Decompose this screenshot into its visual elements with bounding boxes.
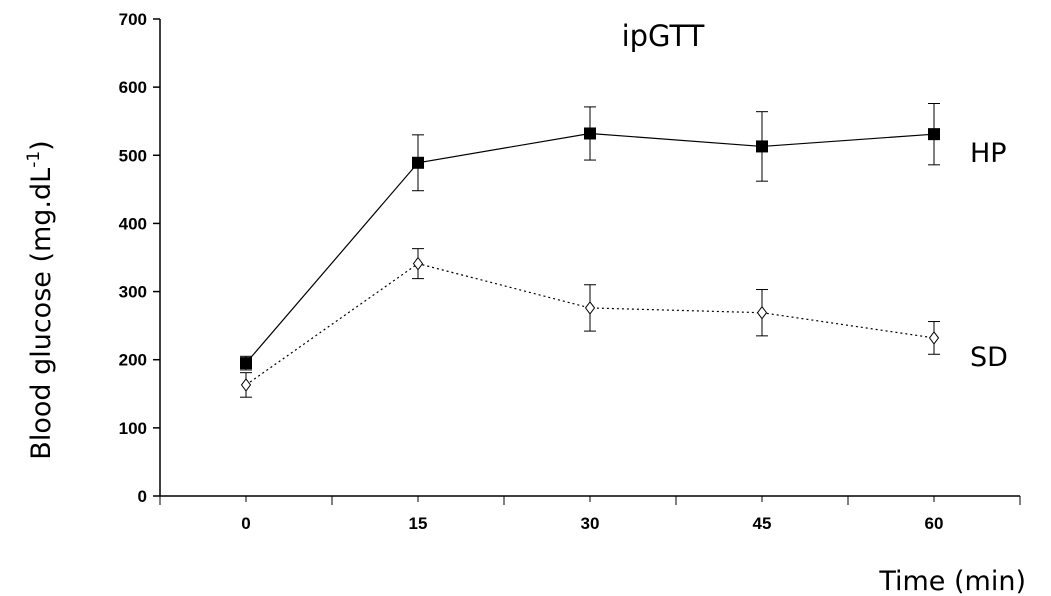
series-hp: HP [240, 102, 1007, 371]
series-label-sd: SD [970, 342, 1008, 373]
y-tick-label: 700 [119, 10, 147, 29]
x-tick-label: 60 [925, 514, 944, 533]
x-axis-ticks: 0 15 30 45 60 [159, 496, 1021, 533]
x-axis-label: Time (min) [878, 566, 1026, 596]
y-tick-label: 500 [119, 146, 147, 165]
y-tick-label: 300 [119, 283, 147, 302]
series-sd: SD [240, 248, 1008, 398]
series-layer: HP SD [240, 102, 1008, 398]
y-axis-label: Blood glucose (mg.dL-1) [24, 140, 57, 459]
y-tick-label: 100 [119, 419, 147, 438]
x-tick-label: 45 [753, 514, 772, 533]
data-point-diamond [928, 331, 940, 345]
y-axis-label-superscript: -1 [24, 151, 44, 168]
series-label-hp: HP [970, 138, 1007, 169]
data-point-diamond [584, 301, 596, 315]
y-axis-label-close: ) [26, 140, 57, 151]
y-tick-label: 200 [119, 351, 147, 370]
y-tick-label: 0 [138, 487, 147, 506]
y-axis-ticks: 0 100 200 300 400 500 600 700 [119, 10, 160, 506]
data-point-square [928, 128, 940, 141]
data-point-square [412, 156, 424, 169]
chart-title: ipGTT [622, 19, 705, 53]
data-point-square [756, 140, 768, 153]
x-tick-label: 15 [409, 514, 428, 533]
data-point-diamond [240, 378, 252, 392]
x-tick-label: 0 [241, 514, 250, 533]
data-point-square [240, 357, 252, 370]
x-tick-label: 30 [581, 514, 600, 533]
series-line [245, 262, 935, 386]
y-tick-label: 400 [119, 214, 147, 233]
data-point-diamond [756, 305, 768, 320]
y-tick-label: 600 [119, 78, 147, 97]
data-point-square [584, 127, 596, 140]
y-axis-label-main: Blood glucose (mg.dL [26, 168, 57, 460]
data-point-diamond [412, 256, 424, 271]
